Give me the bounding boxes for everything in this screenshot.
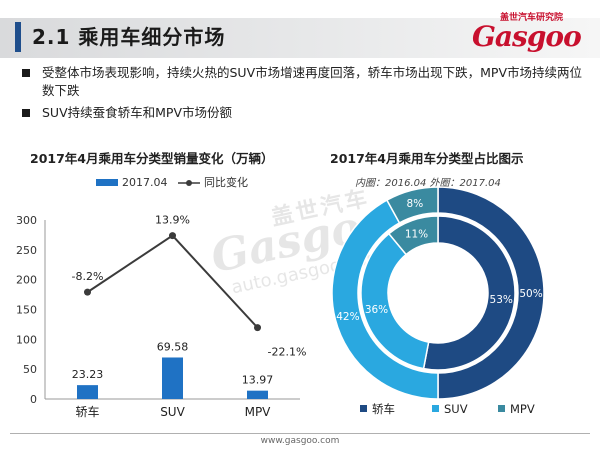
bullet-text: 受整体市场表现影响，持续火热的SUV市场增速再度回落，轿车市场出现下跌，MPV市…	[42, 65, 583, 98]
bullet-item: SUV持续蚕食轿车和MPV市场份额	[22, 104, 582, 122]
donut-slice	[422, 215, 516, 371]
donut-legend-swatch	[432, 405, 439, 412]
bullet-square-icon	[22, 109, 30, 117]
donut-rings: 53% 36% 11% 50% 42% 8%	[331, 186, 545, 400]
donut-slice-label: 36%	[365, 304, 388, 316]
x-tick-label: MPV	[245, 405, 272, 419]
donut-legend-label: 轿车	[372, 402, 395, 416]
legend-bar-swatch	[96, 179, 118, 186]
header-accent-bar	[15, 22, 21, 52]
donut-slice	[437, 186, 545, 400]
bar	[77, 385, 98, 399]
donut-slice	[387, 215, 439, 256]
donut-legend-swatch	[360, 405, 367, 412]
donut-slice-label: 53%	[490, 294, 513, 306]
line-series: -8.2% 13.9% -22.1%	[72, 214, 307, 359]
donut-legend-label: MPV	[510, 402, 535, 416]
yoy-data-label: -8.2%	[72, 270, 104, 283]
y-tick-label: 200	[16, 274, 37, 287]
donut-chart-title: 2017年4月乘用车分类型占比图示	[330, 151, 524, 166]
bar-data-label: 13.97	[242, 374, 274, 387]
donut-slice-label: 11%	[405, 228, 428, 240]
donut-slice	[385, 186, 439, 224]
header-band	[0, 18, 600, 58]
bar	[247, 390, 268, 399]
logo-en-text: Gasgoo	[472, 20, 582, 53]
donut-slice-label: 42%	[336, 311, 359, 323]
gasgoo-logo: 盖世汽车研究院 Gasgoo	[470, 10, 590, 58]
footer-divider	[10, 433, 590, 434]
yoy-data-label: 13.9%	[155, 214, 190, 227]
bar-series: 23.23 69.58 13.97	[72, 340, 274, 399]
bullet-item: 受整体市场表现影响，持续火热的SUV市场增速再度回落，轿车市场出现下跌，MPV市…	[22, 64, 582, 100]
bar	[162, 357, 183, 399]
donut-slice-label: 8%	[407, 198, 424, 210]
bar-chart-title: 2017年4月乘用车分类型销量变化（万辆）	[30, 151, 274, 166]
page-title: 2.1 乘用车细分市场	[32, 25, 226, 49]
donut-subtitle: 内圈：2016.04 外圈：2017.04	[355, 177, 501, 189]
bullet-list: 受整体市场表现影响，持续火热的SUV市场增速再度回落，轿车市场出现下跌，MPV市…	[22, 64, 582, 126]
footer-url: www.gasgoo.com	[260, 436, 340, 446]
x-tick-label: 轿车	[75, 404, 99, 419]
donut-chart: 内圈：2016.04 外圈：2017.04 53%36%11%50%42%8% …	[331, 177, 545, 416]
y-tick-label: 100	[16, 333, 37, 346]
bar-data-label: 69.58	[157, 340, 189, 353]
legend-bar-label: 2017.04	[122, 176, 168, 189]
bar-data-label: 23.23	[72, 368, 104, 381]
logo-cn-text: 盖世汽车研究院	[500, 13, 564, 23]
yoy-data-label: -22.1%	[268, 346, 307, 359]
yoy-point	[169, 232, 176, 240]
bullet-text: SUV持续蚕食轿车和MPV市场份额	[42, 105, 233, 120]
y-tick-label: 250	[16, 244, 37, 257]
bullet-square-icon	[22, 69, 30, 77]
donut-legend-swatch	[498, 405, 505, 412]
yoy-line	[86, 234, 259, 329]
y-tick-label: 50	[23, 363, 37, 376]
yoy-point	[254, 324, 261, 332]
y-tick-label: 0	[30, 393, 37, 406]
legend-line-label: 同比变化	[204, 175, 248, 189]
legend-line-marker	[186, 180, 192, 186]
donut-legend: 轿车 SUV MPV	[360, 402, 535, 416]
y-tick-label: 300	[16, 214, 37, 227]
bar-legend: 2017.04 同比变化	[96, 175, 248, 189]
yoy-point	[84, 288, 91, 296]
x-tick-label: SUV	[160, 405, 185, 419]
donut-legend-label: SUV	[444, 402, 468, 416]
y-tick-label: 150	[16, 304, 37, 317]
donut-slice-label: 50%	[519, 288, 542, 300]
